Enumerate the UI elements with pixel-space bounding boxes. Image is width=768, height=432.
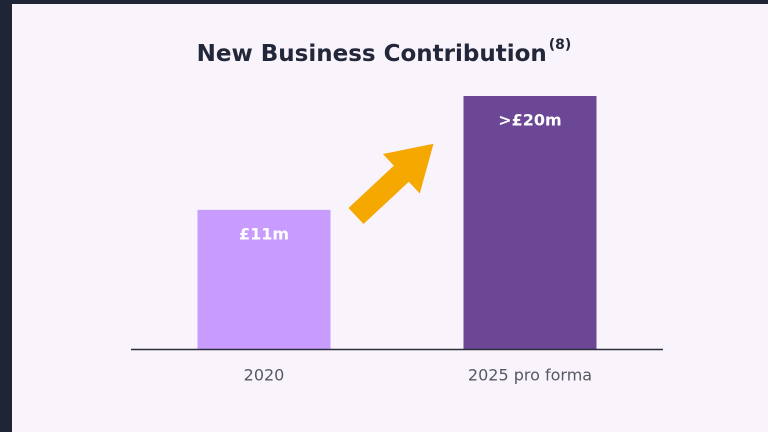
x-tick-label: 2025 pro forma xyxy=(468,366,592,385)
arrow xyxy=(348,143,434,225)
value-label: £11m xyxy=(239,224,289,243)
title-superscript: (8) xyxy=(549,37,572,53)
value-label: >£20m xyxy=(498,111,561,130)
bar xyxy=(463,96,597,349)
bar xyxy=(197,209,331,349)
title-text: New Business Contribution xyxy=(197,41,547,67)
panel xyxy=(12,4,768,432)
x-tick-label: 2020 xyxy=(244,366,285,385)
chart-title: New Business Contribution (8) xyxy=(197,37,572,67)
